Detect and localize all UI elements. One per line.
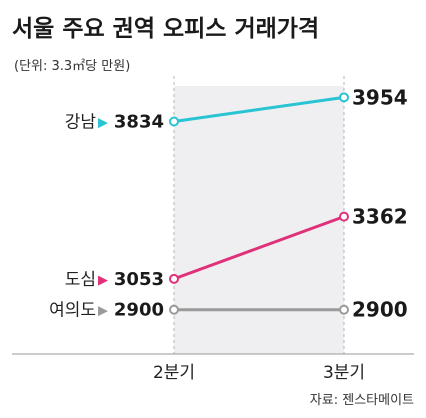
series-line (173, 95, 345, 124)
data-point (339, 304, 349, 315)
series-arrow-icon: ▶ (98, 273, 108, 288)
chart-title: 서울 주요 권역 오피스 거래가격 (12, 16, 319, 42)
data-point (169, 273, 179, 284)
data-label: 3834 (114, 112, 164, 133)
data-point (169, 116, 179, 127)
data-label: 2900 (352, 298, 408, 322)
data-label: 3954 (352, 85, 408, 109)
data-point (169, 304, 179, 315)
data-label: 3053 (114, 269, 164, 290)
x-tick-label: 2분기 (153, 363, 195, 383)
source-note: 자료: 젠스타메이트 (310, 393, 414, 408)
series-arrow-icon: ▶ (98, 116, 108, 131)
series-name-label: 강남 (65, 113, 97, 133)
series-name-label: 도심 (65, 270, 96, 290)
data-label: 3362 (352, 205, 408, 229)
data-point (339, 92, 349, 103)
series-arrow-icon: ▶ (98, 304, 108, 319)
unit-note: (단위: 3.3㎡당 만원) (14, 59, 130, 74)
data-point (339, 211, 349, 222)
series-line (173, 215, 345, 281)
x-tick-label: 3분기 (323, 363, 365, 383)
range-band (174, 86, 344, 354)
data-label: 2900 (114, 300, 164, 321)
series-name-label: 여의도 (49, 301, 96, 321)
